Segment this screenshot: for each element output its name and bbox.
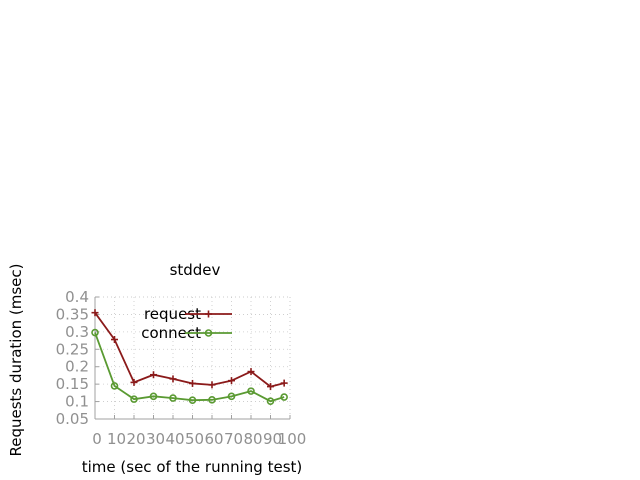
data-point-request — [91, 309, 99, 317]
x-tick-label: 40 — [165, 430, 184, 448]
data-point-request — [130, 378, 138, 386]
series-layer — [91, 309, 288, 406]
x-tick-label: 50 — [185, 430, 204, 448]
legend-label: request — [144, 305, 201, 323]
y-tick-label: 0.25 — [56, 340, 89, 358]
data-point-connect — [169, 394, 177, 402]
data-point-connect — [130, 395, 138, 403]
y-axis-title: Requests duration (msec) — [7, 263, 25, 456]
data-point-request — [208, 381, 216, 389]
x-tick-label: 20 — [126, 430, 145, 448]
x-axis-title: time (sec of the running test) — [82, 458, 303, 476]
data-point-request — [280, 379, 288, 387]
x-tick-label: 100 — [278, 430, 307, 448]
x-tick-label: 70 — [224, 430, 243, 448]
x-tick-label: 0 — [92, 430, 102, 448]
data-point-request — [169, 375, 177, 383]
y-tick-label: 0.35 — [56, 305, 89, 323]
y-tick-label: 0.05 — [56, 410, 89, 428]
series-connect — [91, 328, 288, 406]
data-point-connect — [91, 328, 99, 337]
legend-item-request: request — [144, 305, 232, 323]
chart-title: stddev — [170, 261, 221, 279]
y-tick-label: 0.2 — [65, 358, 89, 376]
y-tick-label: 0.1 — [65, 393, 89, 411]
series-line-connect — [94, 332, 285, 403]
data-point-connect — [227, 392, 236, 401]
data-point-connect — [266, 397, 275, 406]
legend-marker — [204, 329, 213, 337]
legend-marker — [205, 310, 212, 318]
data-point-connect — [208, 396, 216, 404]
x-tick-label: 10 — [107, 430, 126, 448]
data-point-connect — [110, 382, 119, 390]
y-tick-label: 0.15 — [56, 375, 89, 393]
data-point-request — [111, 336, 118, 344]
data-point-connect — [247, 387, 255, 395]
data-point-connect — [280, 393, 288, 401]
x-tick-label: 30 — [146, 430, 165, 448]
data-point-request — [150, 371, 157, 379]
data-point-request — [189, 379, 196, 387]
data-point-request — [267, 383, 274, 391]
data-point-connect — [188, 396, 197, 404]
legend-item-connect: connect — [141, 324, 232, 342]
legend-label: connect — [141, 324, 201, 342]
y-tick-label: 0.3 — [65, 323, 89, 341]
x-tick-label: 60 — [204, 430, 223, 448]
data-point-connect — [149, 392, 158, 401]
series-request — [91, 309, 288, 391]
x-tick-label: 90 — [263, 430, 282, 448]
data-point-request — [247, 368, 255, 376]
data-point-request — [228, 377, 235, 385]
y-tick-label: 0.4 — [65, 288, 89, 306]
x-tick-label: 80 — [243, 430, 262, 448]
